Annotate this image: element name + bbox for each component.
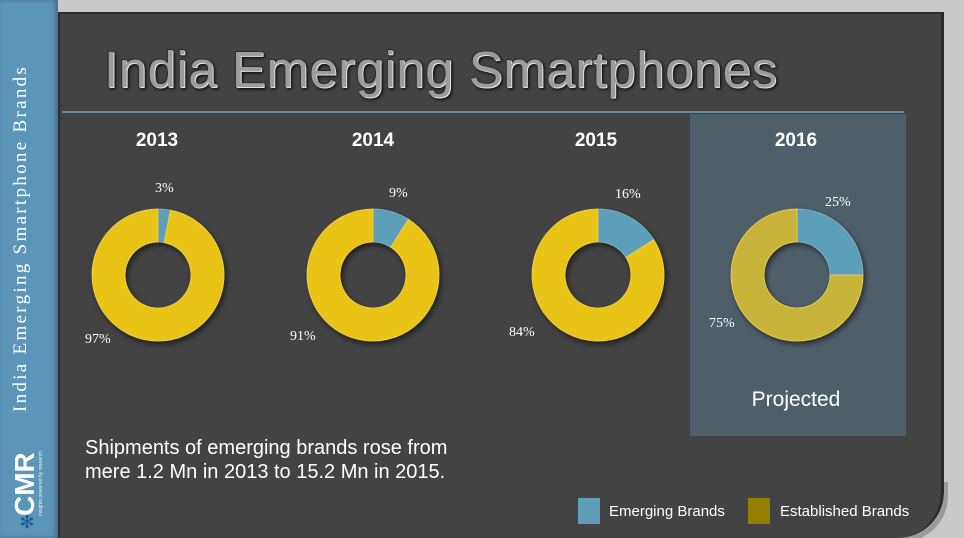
legend-label-emerging: Emerging Brands [609, 503, 725, 520]
donut-2015 [531, 208, 665, 342]
label-2015-established: 84% [509, 325, 535, 340]
label-2014-established: 91% [290, 329, 316, 344]
summary-line-2: mere 1.2 Mn in 2013 to 15.2 Mn in 2015. [85, 461, 446, 483]
label-2016-established: 75% [709, 316, 735, 331]
legend-swatch-established [748, 498, 770, 524]
cmr-logo: CMR insights powered by research ✻ [8, 428, 50, 532]
label-2015-emerging: 16% [615, 187, 641, 202]
donut-2013 [91, 208, 225, 342]
title-divider [62, 111, 904, 113]
legend-label-established: Established Brands [780, 503, 910, 520]
year-label-2015: 2015 [574, 130, 618, 151]
slice-2014-established [306, 208, 440, 342]
page-title: India Emerging Smartphones [104, 41, 778, 98]
slice-2016-emerging [796, 208, 864, 276]
year-label-2014: 2014 [351, 130, 395, 151]
label-2013-established: 97% [85, 332, 111, 347]
label-2014-emerging: 9% [389, 186, 408, 201]
slice-2015-established [531, 208, 665, 342]
slice-2013-established [91, 208, 225, 342]
legend-swatch-emerging [578, 498, 600, 524]
year-label-2013: 2013 [135, 130, 179, 151]
label-2013-emerging: 3% [155, 181, 174, 196]
sidebar: India Emerging Smartphone Brands CMR ins… [0, 0, 58, 538]
projected-highlight-box [690, 114, 906, 436]
donut-2016 [730, 208, 864, 342]
snowflake-icon: ✻ [19, 512, 35, 532]
slice-2016-established [730, 208, 864, 342]
summary-line-1: Shipments of emerging brands rose from [85, 437, 448, 459]
donut-2014 [306, 208, 440, 342]
year-label-2016: 2016 [774, 130, 818, 151]
summary-text: Shipments of emerging brands rose from m… [85, 436, 447, 484]
projected-label: Projected [751, 388, 841, 411]
label-2016-emerging: 25% [825, 195, 851, 210]
